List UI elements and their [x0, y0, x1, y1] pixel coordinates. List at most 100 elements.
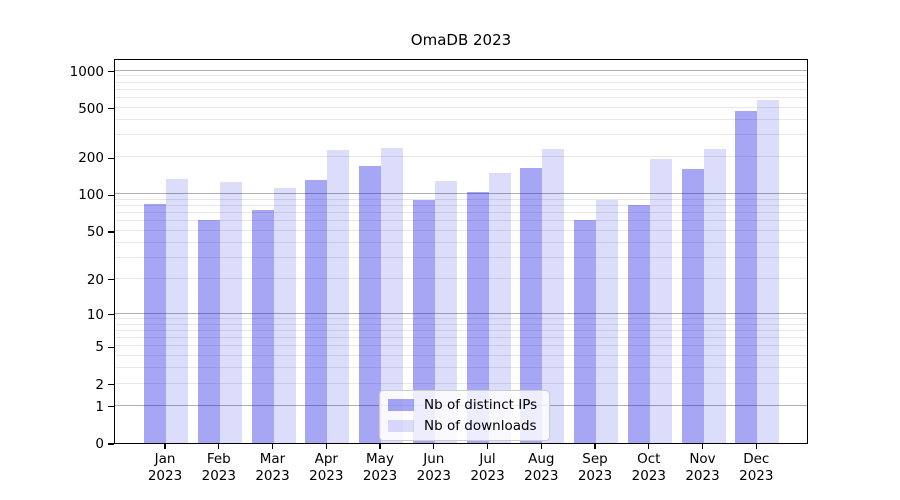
- bar-ips-jan: [144, 203, 166, 443]
- bar-ips-jul: [466, 191, 489, 443]
- plot-area: [114, 59, 808, 444]
- x-tick-label-jun: Jun 2023: [416, 451, 451, 484]
- bar-ips-aug: [520, 168, 543, 443]
- y-tick-100: [108, 194, 114, 196]
- x-tick-label-feb: Feb 2023: [201, 451, 236, 484]
- gridline-minor-900: [115, 75, 807, 77]
- y-tick-10: [108, 314, 114, 316]
- gridline-major-1000: [115, 69, 807, 71]
- gridline-minor-80: [115, 205, 807, 207]
- gridline-minor-300: [115, 134, 807, 136]
- bar-ips-feb: [197, 219, 220, 443]
- x-tick-aug: [540, 444, 542, 449]
- legend-item-distinct-ips: Nb of distinct IPs: [388, 397, 537, 413]
- gridline-minor-700: [115, 88, 807, 90]
- x-tick-mar: [271, 444, 274, 449]
- bar-downloads-mar: [273, 187, 296, 443]
- legend-item-downloads: Nb of downloads: [388, 418, 537, 434]
- x-tick-label-jul: Jul 2023: [470, 451, 505, 484]
- x-tick-jun: [433, 444, 435, 449]
- gridline-minor-70: [115, 212, 807, 214]
- x-tick-label-may: May 2023: [362, 451, 398, 484]
- bar-downloads-feb: [219, 181, 242, 443]
- x-tick-label-mar: Mar 2023: [255, 451, 290, 484]
- gridline-minor-4: [115, 355, 807, 357]
- y-tick-label-1: 1: [95, 398, 104, 415]
- gridline-minor-2: [115, 382, 807, 384]
- x-tick-label-aug: Aug 2023: [524, 451, 559, 484]
- y-tick-20: [108, 279, 114, 281]
- bar-downloads-oct: [649, 159, 672, 443]
- gridline-minor-90: [115, 198, 807, 200]
- bar-downloads-dec: [757, 99, 780, 443]
- bar-downloads-nov: [703, 148, 726, 443]
- y-tick-200: [108, 157, 114, 159]
- y-tick-label-500: 500: [78, 100, 104, 117]
- gridline-minor-3: [115, 367, 807, 369]
- gridline-minor-30: [115, 256, 807, 258]
- legend-label-distinct-ips: Nb of distinct IPs: [424, 397, 538, 413]
- x-tick-label-sep: Sep 2023: [577, 451, 613, 484]
- bar-ips-oct: [627, 204, 650, 443]
- x-tick-label-oct: Oct 2023: [631, 451, 666, 484]
- gridline-major-10: [115, 312, 807, 314]
- gridline-minor-6: [115, 337, 807, 339]
- legend-swatch-downloads: [388, 420, 414, 432]
- bar-downloads-aug: [542, 148, 565, 443]
- gridline-minor-9: [115, 317, 807, 319]
- y-tick-5: [108, 346, 114, 348]
- bar-downloads-jun: [434, 181, 457, 443]
- x-tick-oct: [648, 444, 650, 449]
- y-tick-label-50: 50: [86, 224, 104, 240]
- x-tick-apr: [325, 444, 327, 449]
- bar-ips-nov: [681, 169, 704, 443]
- gridline-minor-800: [115, 81, 807, 83]
- y-tick-500: [108, 108, 114, 110]
- x-tick-jan: [164, 444, 166, 449]
- bar-downloads-sep: [596, 199, 618, 443]
- y-tick-1000: [108, 70, 114, 73]
- gridline-minor-500: [115, 106, 807, 108]
- bar-downloads-apr: [327, 150, 350, 443]
- y-tick-label-100: 100: [78, 187, 104, 204]
- bar-ips-sep: [574, 219, 596, 443]
- y-tick-label-2: 2: [95, 376, 104, 393]
- gridline-minor-5: [115, 345, 807, 347]
- bar-downloads-jan: [166, 179, 188, 443]
- y-tick-label-200: 200: [78, 150, 104, 167]
- gridline-minor-7: [115, 329, 807, 331]
- y-tick-label-0: 0: [95, 436, 104, 452]
- gridline-minor-60: [115, 220, 807, 222]
- y-tick-0: [108, 443, 114, 445]
- x-tick-label-nov: Nov 2023: [685, 451, 720, 484]
- bar-downloads-may: [381, 148, 403, 443]
- legend: Nb of distinct IPs Nb of downloads: [379, 390, 551, 441]
- bar-ips-jun: [412, 200, 435, 443]
- x-tick-label-dec: Dec 2023: [739, 451, 774, 484]
- y-tick-50: [108, 231, 114, 233]
- legend-swatch-distinct-ips: [388, 399, 414, 411]
- x-tick-sep: [594, 444, 596, 449]
- gridline-minor-40: [115, 241, 807, 243]
- y-tick-label-10: 10: [86, 306, 104, 323]
- gridline-minor-20: [115, 277, 807, 279]
- chart-title: OmaDB 2023: [410, 31, 512, 49]
- gridline-minor-200: [115, 156, 807, 158]
- x-tick-nov: [701, 444, 704, 449]
- y-tick-label-20: 20: [86, 271, 104, 288]
- y-tick-label-5: 5: [95, 339, 104, 356]
- x-tick-label-jan: Jan 2023: [147, 451, 183, 484]
- gridline-major-100: [115, 193, 807, 195]
- bar-ips-may: [359, 165, 381, 443]
- bar-ips-dec: [735, 110, 758, 443]
- x-tick-label-apr: Apr 2023: [309, 451, 344, 484]
- gridline-minor-50: [115, 230, 807, 231]
- gridline-minor-8: [115, 323, 807, 325]
- bar-ips-mar: [251, 209, 274, 443]
- y-tick-1: [108, 406, 114, 408]
- x-tick-jul: [486, 444, 489, 449]
- legend-label-downloads: Nb of downloads: [424, 418, 537, 434]
- bar-ips-apr: [305, 180, 328, 443]
- x-tick-dec: [755, 444, 757, 449]
